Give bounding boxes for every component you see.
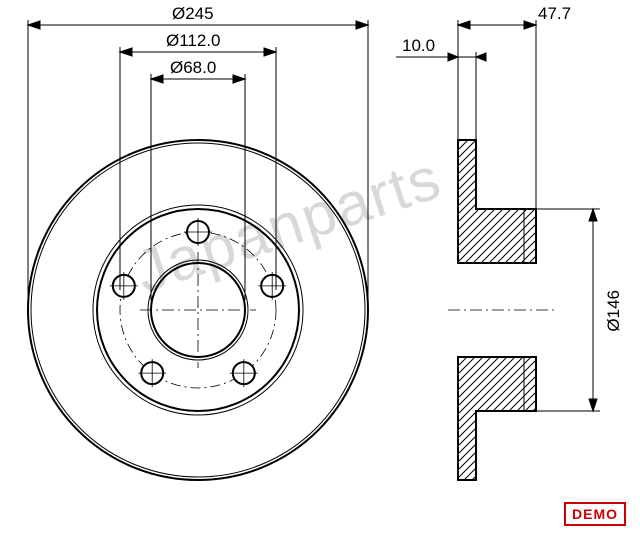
demo-badge: DEMO xyxy=(564,502,626,526)
drawing-canvas: Japanparts xyxy=(0,0,640,538)
dim-center-bore: Ø68.0 xyxy=(170,58,216,78)
drawing-svg xyxy=(0,0,640,538)
dim-thickness: 10.0 xyxy=(402,36,435,56)
side-view xyxy=(448,140,555,480)
dim-bolt-circle: Ø112.0 xyxy=(166,31,221,51)
dim-hat-diameter: Ø146 xyxy=(604,290,624,332)
dim-outer-diameter: Ø245 xyxy=(172,4,214,24)
front-view xyxy=(28,140,368,480)
dim-total-depth: 47.7 xyxy=(538,4,571,24)
